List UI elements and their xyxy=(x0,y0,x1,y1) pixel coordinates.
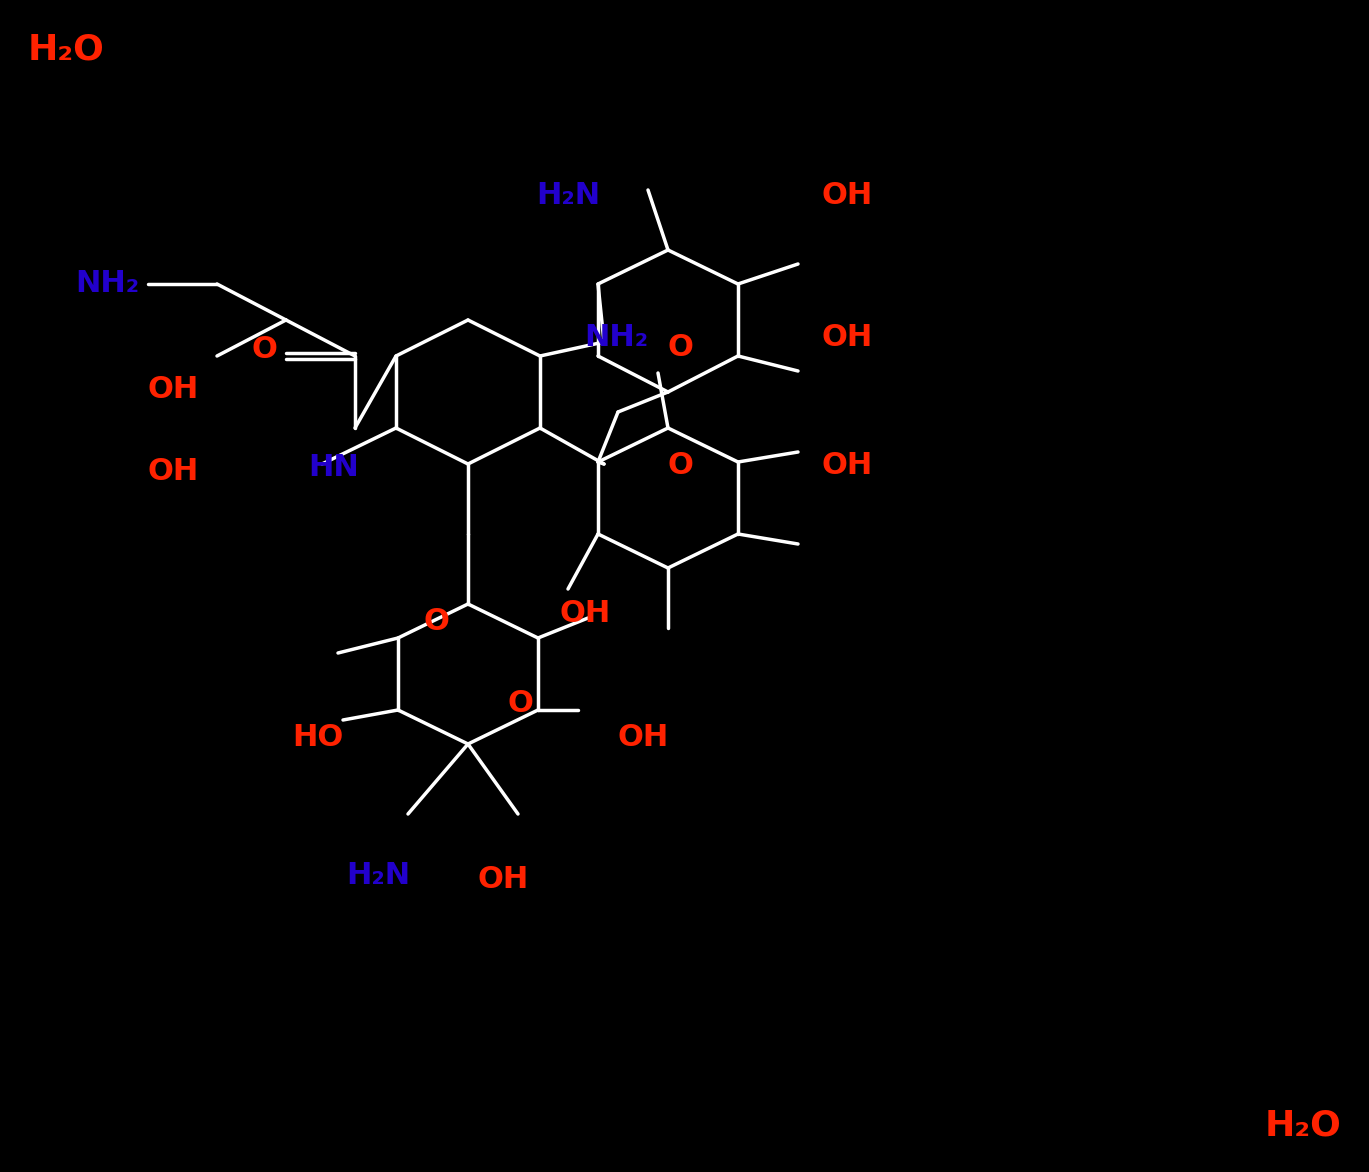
Text: H₂O: H₂O xyxy=(27,32,105,66)
Text: OH: OH xyxy=(821,322,873,352)
Text: O: O xyxy=(668,451,694,481)
Text: H₂N: H₂N xyxy=(346,860,411,890)
Text: HN: HN xyxy=(308,454,359,483)
Text: O: O xyxy=(668,333,694,361)
Text: OH: OH xyxy=(617,723,669,752)
Text: OH: OH xyxy=(148,457,200,486)
Text: OH: OH xyxy=(478,865,530,894)
Text: O: O xyxy=(424,607,450,636)
Text: OH: OH xyxy=(821,451,873,481)
Text: H₂N: H₂N xyxy=(537,182,600,211)
Text: OH: OH xyxy=(821,182,873,211)
Text: OH: OH xyxy=(148,375,200,404)
Text: O: O xyxy=(252,335,278,364)
Text: HO: HO xyxy=(292,723,344,752)
Text: O: O xyxy=(508,688,534,717)
Text: NH₂: NH₂ xyxy=(75,270,140,299)
Text: NH₂: NH₂ xyxy=(585,322,648,352)
Text: H₂O: H₂O xyxy=(1265,1109,1342,1143)
Text: OH: OH xyxy=(560,599,611,627)
